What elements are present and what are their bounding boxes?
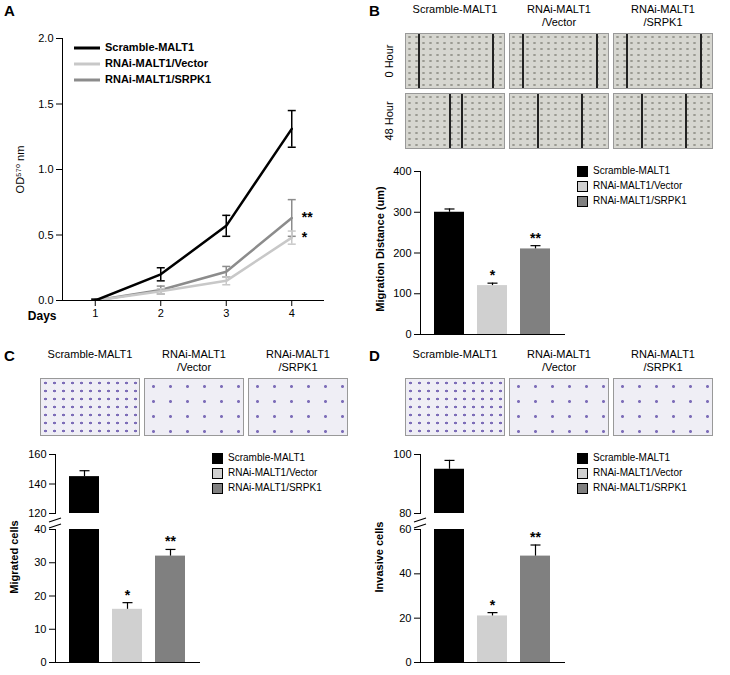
html-text:0 Hour: 0 Hour xyxy=(383,44,395,78)
html-text:RNAi-MALT1: RNAi-MALT1 xyxy=(527,3,591,15)
html-text:Scramble-MALT1: Scramble-MALT1 xyxy=(412,348,498,360)
html-text:/Vector: /Vector xyxy=(541,361,577,373)
html-text:/Vector: /Vector xyxy=(176,361,212,373)
svg-text:40: 40 xyxy=(399,567,411,579)
svg-text:0.5: 0.5 xyxy=(38,229,53,241)
html-text:/SRPK1: /SRPK1 xyxy=(278,361,318,373)
html-text:Scramble-MALT1: Scramble-MALT1 xyxy=(47,348,133,360)
html-text:Scramble-MALT1: Scramble-MALT1 xyxy=(228,452,306,463)
svg-text:100: 100 xyxy=(393,287,411,299)
html-text:RNAi-MALT1: RNAi-MALT1 xyxy=(266,348,330,360)
html-text:A: A xyxy=(4,2,15,19)
svg-text:20: 20 xyxy=(399,612,411,624)
svg-text:OD⁵⁷⁰ nm: OD⁵⁷⁰ nm xyxy=(14,146,26,194)
svg-text:*: * xyxy=(490,267,496,283)
svg-text:160: 160 xyxy=(28,448,46,460)
svg-text:*: * xyxy=(490,597,496,613)
svg-text:30: 30 xyxy=(34,556,46,568)
html-text:C: C xyxy=(4,347,15,364)
html-text:/Vector: /Vector xyxy=(541,16,577,28)
html-text:Scramble-MALT1: Scramble-MALT1 xyxy=(412,3,498,15)
html-text:Migrated cells: Migrated cells xyxy=(8,520,20,594)
svg-text:**: ** xyxy=(530,230,541,246)
svg-text:140: 140 xyxy=(28,478,46,490)
html-text:RNAi-MALT1: RNAi-MALT1 xyxy=(631,3,695,15)
html-text:RNAi-MALT1/SRPK1: RNAi-MALT1/SRPK1 xyxy=(593,195,687,206)
html-text:/SRPK1: /SRPK1 xyxy=(643,16,683,28)
html-text:RNAi-MALT1: RNAi-MALT1 xyxy=(527,348,591,360)
html-text:RNAi-MALT1/SRPK1: RNAi-MALT1/SRPK1 xyxy=(593,482,687,493)
html-text:Scramble-MALT1: Scramble-MALT1 xyxy=(593,452,671,463)
html-text:Invasive cells: Invasive cells xyxy=(373,521,385,593)
html-text:/SRPK1: /SRPK1 xyxy=(643,361,683,373)
html-text:48 Hour: 48 Hour xyxy=(383,101,395,141)
svg-text:1.5: 1.5 xyxy=(38,98,53,110)
html-text:Scramble-MALT1: Scramble-MALT1 xyxy=(105,41,194,53)
html-text:RNAi-MALT1: RNAi-MALT1 xyxy=(162,348,226,360)
html-text:RNAi-MALT1/Vector: RNAi-MALT1/Vector xyxy=(105,57,209,69)
svg-text:0: 0 xyxy=(405,656,411,668)
svg-text:*: * xyxy=(302,229,308,245)
html-text:RNAi-MALT1/Vector: RNAi-MALT1/Vector xyxy=(228,467,318,478)
svg-text:0.0: 0.0 xyxy=(38,294,53,306)
html-text:RNAi-MALT1/Vector: RNAi-MALT1/Vector xyxy=(593,180,683,191)
svg-text:**: ** xyxy=(302,209,313,225)
svg-text:0: 0 xyxy=(40,656,46,668)
svg-text:300: 300 xyxy=(393,206,411,218)
svg-text:Days: Days xyxy=(28,309,57,323)
svg-text:200: 200 xyxy=(393,247,411,259)
html-text:RNAi-MALT1/SRPK1: RNAi-MALT1/SRPK1 xyxy=(228,482,322,493)
svg-text:60: 60 xyxy=(399,523,411,535)
svg-text:4: 4 xyxy=(289,307,295,319)
html-text:D: D xyxy=(369,347,380,364)
svg-text:40: 40 xyxy=(34,523,46,535)
svg-text:*: * xyxy=(125,587,131,603)
html-text:RNAi-MALT1: RNAi-MALT1 xyxy=(631,348,695,360)
html-text:Scramble-MALT1: Scramble-MALT1 xyxy=(593,165,671,176)
svg-text:3: 3 xyxy=(223,307,229,319)
svg-text:10: 10 xyxy=(34,623,46,635)
svg-text:120: 120 xyxy=(28,507,46,519)
svg-text:2: 2 xyxy=(158,307,164,319)
html-text:Migration Distance (um): Migration Distance (um) xyxy=(373,185,385,312)
svg-text:100: 100 xyxy=(393,448,411,460)
svg-text:**: ** xyxy=(165,533,176,549)
html-text:RNAi-MALT1/SRPK1: RNAi-MALT1/SRPK1 xyxy=(105,73,212,85)
svg-text:400: 400 xyxy=(393,165,411,177)
svg-text:20: 20 xyxy=(34,590,46,602)
svg-text:0: 0 xyxy=(405,328,411,340)
svg-text:**: ** xyxy=(530,529,541,545)
html-text:B: B xyxy=(369,2,380,19)
svg-text:2.0: 2.0 xyxy=(38,32,53,44)
html-text:RNAi-MALT1/Vector: RNAi-MALT1/Vector xyxy=(593,467,683,478)
svg-text:80: 80 xyxy=(399,507,411,519)
svg-text:1: 1 xyxy=(92,307,98,319)
svg-text:1.0: 1.0 xyxy=(38,163,53,175)
